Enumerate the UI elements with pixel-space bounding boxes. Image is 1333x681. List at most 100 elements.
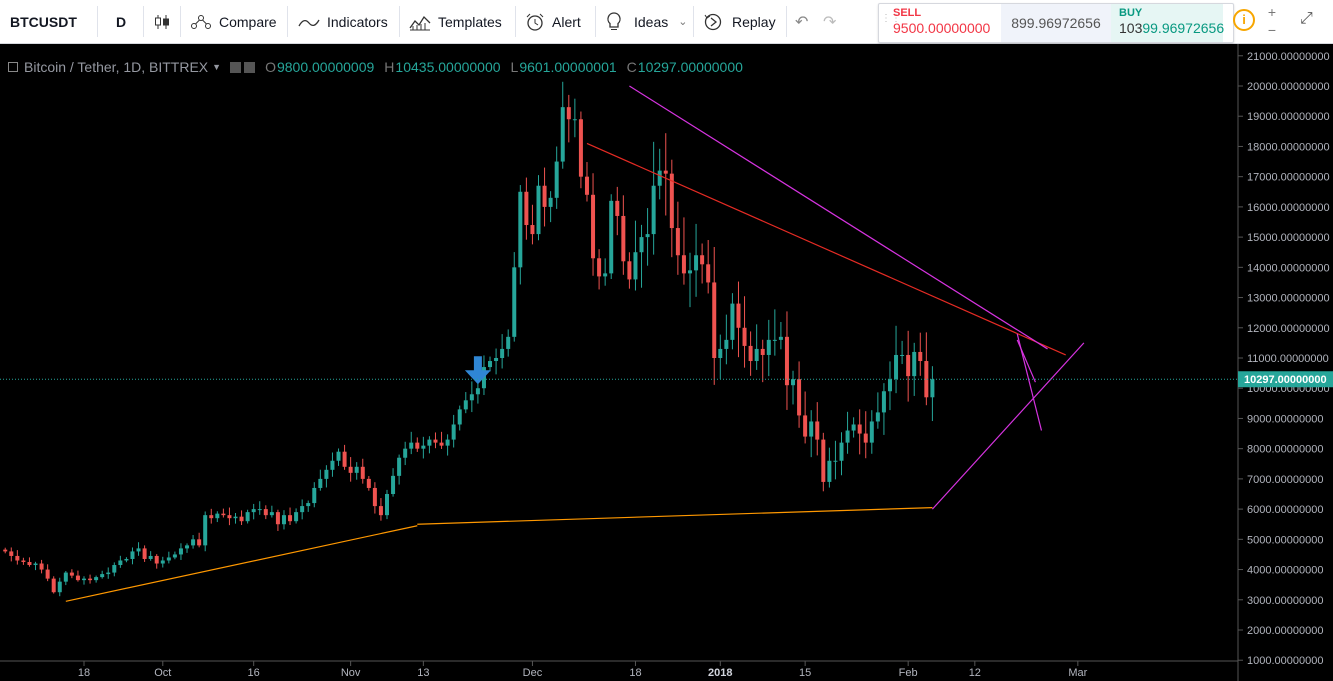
candle bbox=[463, 392, 468, 414]
symbol-label: BTCUSDT bbox=[10, 13, 77, 30]
fullscreen-icon[interactable]: ⤢ bbox=[1300, 10, 1313, 27]
candle-body bbox=[142, 548, 147, 559]
ideas-button[interactable]: Ideas ⌄ bbox=[606, 0, 687, 43]
candle bbox=[760, 339, 765, 383]
candle-body bbox=[869, 421, 874, 443]
candle bbox=[657, 148, 662, 200]
open-value: 9800.00000009 bbox=[276, 59, 375, 75]
candle-body bbox=[494, 358, 499, 362]
info-icon[interactable]: i bbox=[1233, 9, 1255, 31]
candle-body bbox=[281, 515, 286, 525]
buy-button[interactable]: BUY 10399.96972656 bbox=[1111, 4, 1224, 42]
candle-body bbox=[506, 336, 511, 349]
divider bbox=[693, 6, 694, 37]
plus-icon[interactable]: + bbox=[1267, 4, 1277, 20]
candle bbox=[75, 570, 80, 582]
alert-button[interactable]: Alert bbox=[525, 0, 581, 43]
candle-body bbox=[197, 539, 202, 546]
indicators-label: Indicators bbox=[327, 13, 388, 30]
time-tick-label: Mar bbox=[1068, 667, 1087, 679]
collapse-icon[interactable] bbox=[8, 62, 18, 72]
candle-body bbox=[488, 361, 493, 368]
settings-icon[interactable] bbox=[230, 61, 242, 73]
price-chart[interactable]: 1000.00000000 2000.00000000 3000.00000000 4… bbox=[0, 44, 1333, 681]
candle bbox=[900, 340, 905, 365]
redo-button[interactable]: ↷ bbox=[823, 0, 836, 43]
candle bbox=[675, 201, 680, 275]
candle bbox=[591, 173, 596, 276]
minus-icon[interactable]: − bbox=[1267, 22, 1277, 38]
candle-body bbox=[633, 252, 638, 280]
chart-style-button[interactable] bbox=[153, 0, 171, 43]
candle bbox=[57, 577, 62, 597]
interval-button[interactable]: D bbox=[116, 0, 126, 43]
candle-body bbox=[154, 555, 159, 564]
quantity-stepper[interactable]: + − bbox=[1262, 3, 1282, 41]
candle-body bbox=[724, 339, 729, 349]
candle bbox=[475, 381, 480, 404]
candle bbox=[342, 444, 347, 470]
candle-body bbox=[803, 415, 808, 437]
candle-body bbox=[385, 494, 389, 516]
candle bbox=[924, 332, 929, 406]
candle bbox=[875, 392, 880, 429]
time-tick-label: Oct bbox=[154, 667, 171, 679]
price-axis[interactable] bbox=[1238, 44, 1333, 681]
price-tick-label: 18000.00000000 bbox=[1247, 141, 1330, 153]
candle bbox=[124, 557, 129, 563]
indicators-button[interactable]: Indicators bbox=[298, 0, 388, 43]
time-axis[interactable]: 18 Oct 16 Nov 13 Dec 18 2018 15 Feb 12 Mar bbox=[78, 661, 1088, 679]
candle bbox=[421, 436, 426, 459]
candle bbox=[912, 342, 917, 396]
candle bbox=[518, 185, 523, 285]
candle-body bbox=[324, 469, 329, 479]
candle-body bbox=[706, 264, 711, 283]
templates-icon bbox=[409, 15, 431, 30]
candle-body bbox=[566, 107, 571, 120]
compare-label: Compare bbox=[219, 13, 277, 30]
compare-button[interactable]: Compare bbox=[190, 0, 277, 43]
candle bbox=[397, 454, 402, 485]
candle-body bbox=[45, 569, 50, 579]
candle bbox=[427, 436, 432, 454]
candle-body bbox=[924, 361, 929, 398]
candle bbox=[778, 321, 783, 350]
candle bbox=[560, 81, 565, 169]
candles-icon bbox=[155, 14, 169, 29]
sell-button[interactable]: SELL 9500.00000000 bbox=[893, 7, 1001, 39]
drag-handle-icon[interactable]: ⋮⋮ bbox=[881, 13, 901, 24]
candle-body bbox=[318, 478, 323, 488]
symbol-search[interactable]: BTCUSDT bbox=[10, 0, 77, 43]
lightbulb-icon bbox=[607, 11, 621, 30]
price-tick-label: 11000.00000000 bbox=[1247, 353, 1329, 365]
candle bbox=[148, 551, 153, 561]
candle-body bbox=[330, 460, 335, 470]
candle-body bbox=[669, 173, 674, 229]
candle bbox=[336, 448, 341, 466]
price-tick-label: 7000.00000000 bbox=[1247, 474, 1323, 486]
replay-button[interactable]: Replay bbox=[703, 0, 776, 43]
time-tick-label: Nov bbox=[341, 667, 361, 679]
candle-body bbox=[221, 513, 226, 516]
candle-body bbox=[766, 339, 771, 355]
candle-body bbox=[263, 509, 268, 516]
price-tick-label: 12000.00000000 bbox=[1247, 323, 1330, 335]
templates-button[interactable]: Templates bbox=[409, 0, 502, 43]
time-tick-label: 18 bbox=[629, 667, 641, 679]
candle bbox=[669, 159, 674, 258]
candle-body bbox=[463, 400, 468, 410]
candle-body bbox=[185, 545, 190, 549]
candle-body bbox=[100, 574, 105, 578]
candle bbox=[639, 224, 644, 288]
candle bbox=[88, 574, 93, 584]
candle-body bbox=[542, 185, 547, 207]
candle bbox=[263, 505, 268, 520]
caret-down-icon[interactable]: ▼ bbox=[212, 62, 222, 72]
undo-button[interactable]: ↶ bbox=[795, 0, 808, 43]
hide-icon[interactable] bbox=[244, 61, 256, 73]
candle bbox=[106, 567, 111, 579]
candle bbox=[663, 133, 668, 216]
candle bbox=[633, 220, 638, 291]
candle bbox=[269, 505, 274, 518]
candle-body bbox=[269, 512, 274, 516]
